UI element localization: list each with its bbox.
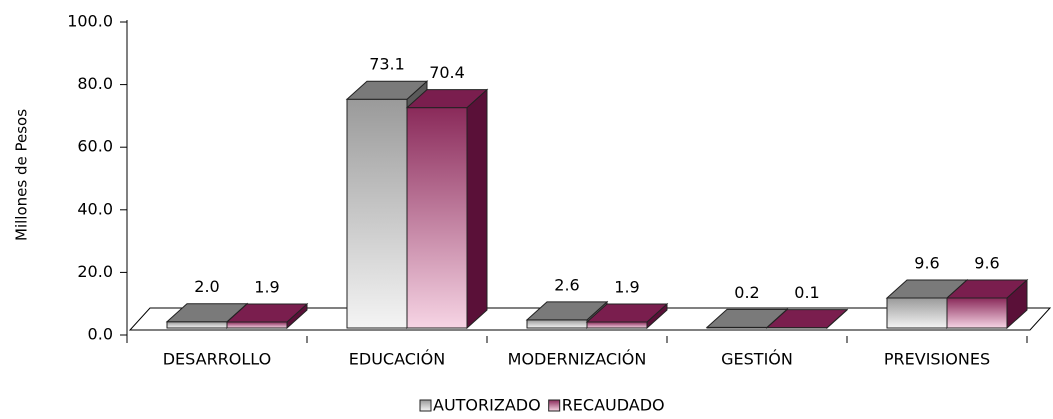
- y-tick-label: 100.0: [67, 12, 113, 31]
- value-label: 9.6: [974, 253, 999, 272]
- x-tick-label: GESTIÓN: [721, 350, 793, 369]
- x-tick-label: EDUCACIÓN: [349, 350, 445, 369]
- bar-face: [587, 322, 647, 328]
- value-label: 0.1: [794, 283, 819, 302]
- value-label: 1.9: [614, 278, 639, 297]
- bar-face: [947, 298, 1007, 328]
- y-tick-label: 20.0: [77, 262, 113, 281]
- x-tick-label: DESARROLLO: [163, 350, 272, 369]
- bar: [947, 280, 1027, 328]
- legend-label: RECAUDADO: [562, 396, 665, 415]
- y-axis-label: Millones de Pesos: [13, 109, 31, 241]
- bar-face: [467, 90, 487, 328]
- value-label: 9.6: [914, 253, 939, 272]
- legend-label: AUTORIZADO: [433, 396, 541, 415]
- value-label: 73.1: [369, 55, 405, 74]
- value-label: 1.9: [254, 278, 279, 297]
- bar-face: [887, 298, 947, 328]
- x-tick-label: PREVISIONES: [884, 350, 990, 369]
- y-tick-label: 40.0: [77, 199, 113, 218]
- value-label: 70.4: [429, 63, 465, 82]
- bar-face: [347, 99, 407, 328]
- y-tick-label: 0.0: [88, 325, 113, 344]
- bar-face: [407, 108, 467, 328]
- x-tick-label: MODERNIZACIÓN: [508, 350, 647, 369]
- bar-face: [227, 322, 287, 328]
- y-tick-label: 60.0: [77, 137, 113, 156]
- value-label: 2.6: [554, 275, 579, 294]
- legend-swatch: [420, 400, 431, 411]
- bar-face: [167, 322, 227, 328]
- value-label: 2.0: [194, 277, 219, 296]
- bar-face: [527, 320, 587, 328]
- value-label: 0.2: [734, 283, 759, 302]
- y-tick-label: 80.0: [77, 74, 113, 93]
- legend-swatch: [549, 400, 560, 411]
- bar: [407, 90, 487, 328]
